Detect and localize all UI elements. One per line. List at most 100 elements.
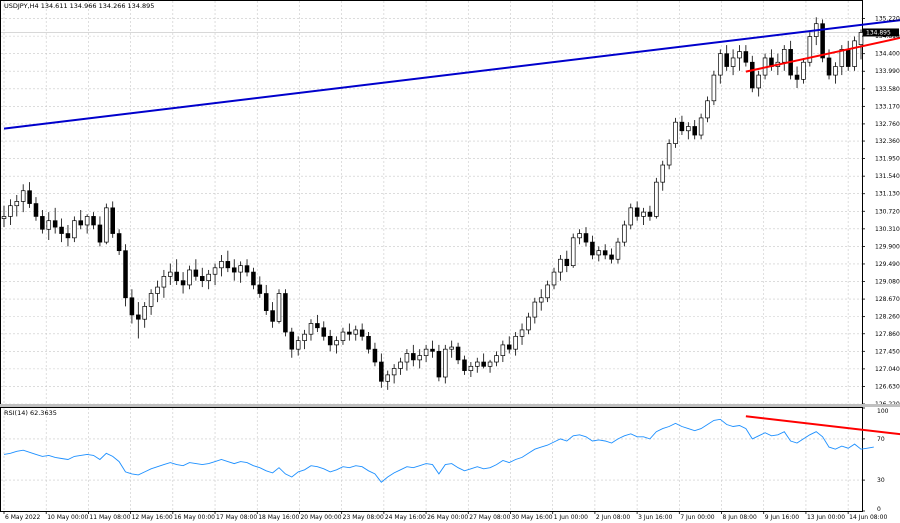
candle-body <box>78 220 84 226</box>
candle-body <box>257 284 263 294</box>
candle-body <box>8 205 13 217</box>
candle-body <box>679 121 685 132</box>
candle-body <box>199 276 205 282</box>
rsi-grid <box>1 408 862 511</box>
candle-body <box>174 271 179 282</box>
candle-body <box>372 348 378 363</box>
candle-body <box>801 61 806 80</box>
candle-body <box>634 207 640 217</box>
blue-trendline[interactable] <box>3 0 900 130</box>
candle-body <box>436 350 442 378</box>
time-axis: 6 May 2022 10 May 00:00 11 May 08:00 12 May… <box>3 511 887 521</box>
candle-body <box>686 126 691 132</box>
price-tick-label: 128.670 <box>875 296 900 303</box>
candle-body <box>532 301 538 318</box>
price-trendlines <box>3 0 900 130</box>
candle-body <box>302 333 307 341</box>
price-tick-label: 130.720 <box>875 208 900 215</box>
time-tick-label: 16 May 00:00 <box>174 514 215 521</box>
time-tick-label: 14 Jun 08:00 <box>849 514 887 521</box>
candle-body <box>443 348 448 378</box>
candle-body <box>40 216 45 230</box>
price-tick-label: 127.040 <box>875 366 900 373</box>
candle-body <box>724 53 729 67</box>
candle-body <box>33 203 39 217</box>
candle-body <box>72 220 77 239</box>
rsi-tick-label: 30 <box>877 477 885 484</box>
price-tick-label: 129.080 <box>875 279 900 286</box>
time-tick-label: 11 May 08:00 <box>89 514 130 521</box>
candle-body <box>225 261 231 269</box>
candle-body <box>654 181 659 217</box>
candle-body <box>193 269 199 277</box>
candle-body <box>858 32 864 45</box>
time-tick-label: 18 May 16:00 <box>258 514 299 521</box>
time-tick-label: 2 Jun 08:00 <box>596 514 630 521</box>
time-tick-label: 9 Jun 16:00 <box>765 514 799 521</box>
candle-body <box>596 250 602 256</box>
candle-body <box>833 66 838 76</box>
candle-body <box>468 365 474 371</box>
candle-body <box>180 280 186 286</box>
candle-body <box>845 49 851 67</box>
candle-body <box>347 331 352 335</box>
time-tick-label: 26 May 00:00 <box>427 514 468 521</box>
candle-body <box>270 310 275 322</box>
candle-body <box>231 267 237 273</box>
candle-body <box>206 273 211 282</box>
candle-body <box>142 306 147 320</box>
panel-separator[interactable] <box>0 404 900 407</box>
candle-body <box>513 335 518 350</box>
candle-body <box>705 100 710 119</box>
candle-body <box>756 74 761 89</box>
red-trendline[interactable] <box>745 4 900 73</box>
rsi-tick-label: 0 <box>877 506 881 513</box>
candle-body <box>417 355 422 361</box>
candle-body <box>20 190 26 202</box>
candle-body <box>475 361 480 367</box>
time-tick-label: 20 May 00:00 <box>300 514 341 521</box>
candle-body <box>526 316 531 331</box>
candle-body <box>455 346 461 361</box>
candle-body <box>123 250 128 299</box>
candle-body <box>27 190 32 204</box>
candle-body <box>276 293 282 322</box>
time-tick-label: 24 May 16:00 <box>385 514 426 521</box>
price-tick-label: 133.990 <box>875 68 900 75</box>
candle-body <box>359 329 365 337</box>
rsi-header: RSI(14) 62.3635 <box>4 409 57 417</box>
candle-body <box>327 335 333 346</box>
candle-body <box>826 57 832 76</box>
current-price-label: 134.895 <box>866 30 891 37</box>
candle-body <box>97 224 103 243</box>
candle-body <box>666 143 672 166</box>
candle-body <box>187 269 192 286</box>
candle-body <box>353 329 359 335</box>
candle-body <box>219 261 224 269</box>
price-tick-label: 133.170 <box>875 103 900 110</box>
current-price-tag <box>863 28 899 37</box>
candle-body <box>340 331 346 341</box>
candle-body <box>251 271 256 286</box>
candle-body <box>161 276 167 288</box>
candle-body <box>104 207 109 243</box>
candle-body <box>404 353 410 363</box>
price-tick-label: 132.360 <box>875 138 900 145</box>
price-tick-label: 132.760 <box>875 121 900 128</box>
candle-body <box>839 49 845 67</box>
candle-body <box>506 344 512 350</box>
rsi-red-trendline[interactable] <box>745 415 900 453</box>
candle-body <box>116 233 122 252</box>
candle-body <box>737 51 742 59</box>
candle-body <box>321 327 327 337</box>
candle-body <box>52 220 58 228</box>
rsi-tick-label: 100 <box>877 408 889 415</box>
rsi-trendlines <box>745 415 900 453</box>
candle-body <box>692 126 697 136</box>
candle-body <box>283 293 288 333</box>
candle-body <box>14 201 20 207</box>
candle-body <box>398 361 403 369</box>
candle-body <box>46 220 52 230</box>
rsi-panel-frame <box>0 407 863 512</box>
candle-body <box>148 293 154 307</box>
